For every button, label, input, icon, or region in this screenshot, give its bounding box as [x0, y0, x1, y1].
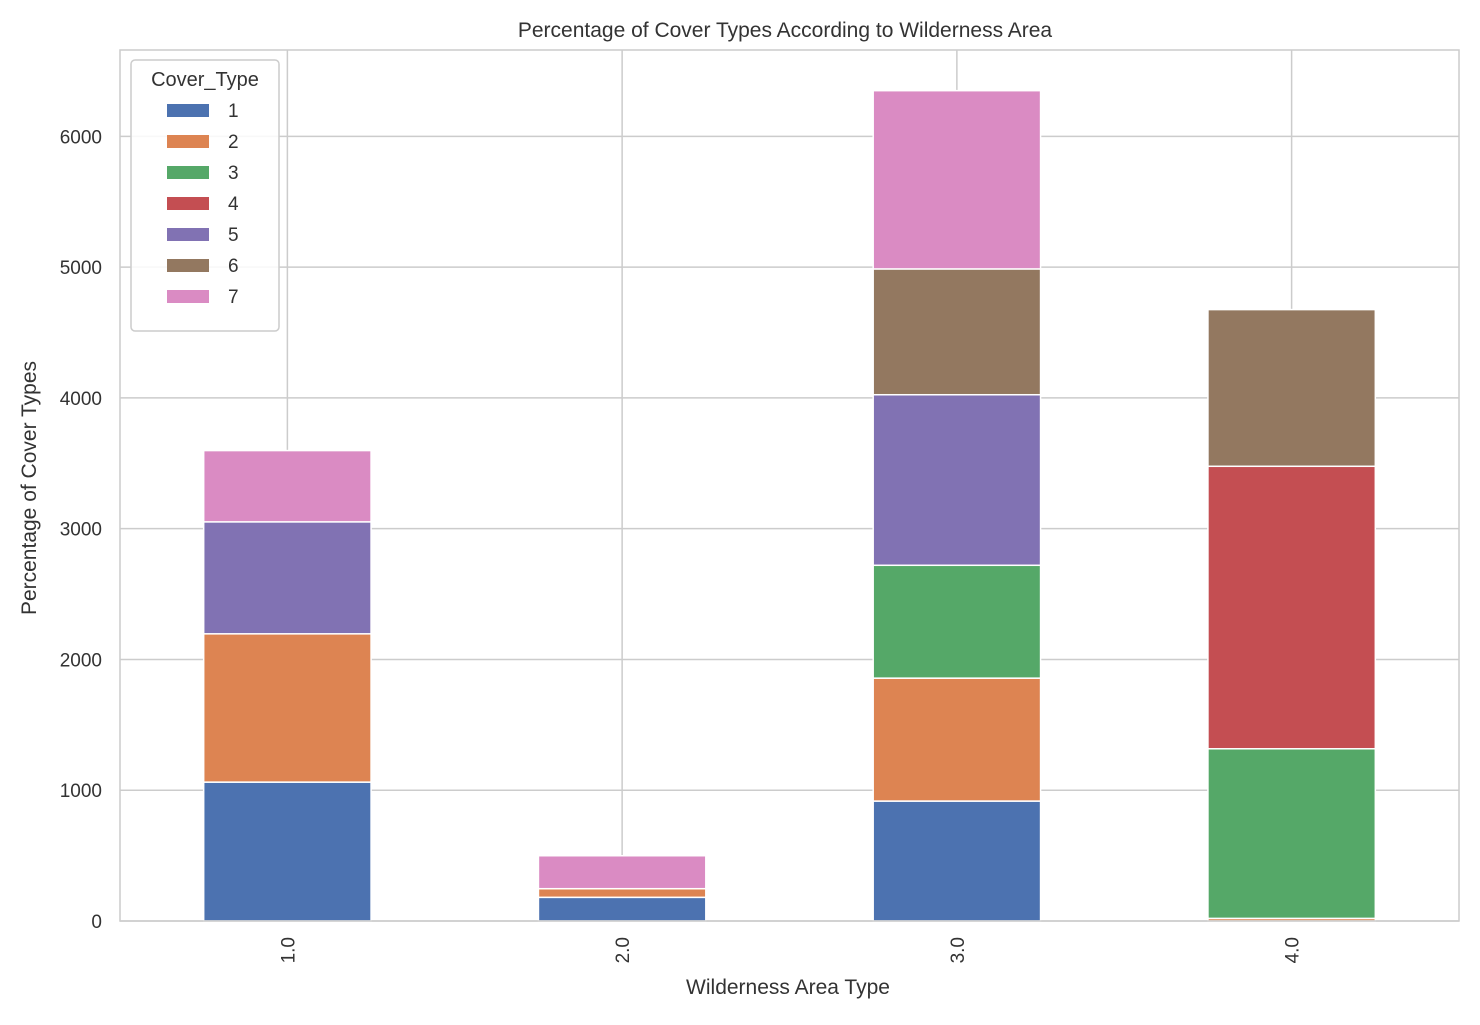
y-tick-label: 3000: [60, 520, 102, 541]
legend-label: 5: [228, 225, 239, 246]
legend-swatch: [167, 166, 209, 179]
y-tick-label: 1000: [60, 781, 102, 802]
legend-label: 1: [228, 101, 239, 122]
legend-label: 4: [228, 194, 239, 215]
y-tick-label: 0: [91, 912, 102, 933]
legend-title: Cover_Type: [151, 69, 259, 91]
y-tick-labels: 0 1000 2000 3000 4000 5000 6000: [60, 127, 102, 933]
x-tick-label: 3.0: [948, 937, 969, 963]
bar-segment-type-6: [1207, 308, 1377, 468]
bar-segment-type-2: [202, 633, 372, 783]
bar-segment-type-1: [537, 896, 707, 922]
x-tick-labels: 1.0 2.0 3.0 4.0: [278, 937, 1303, 963]
legend-swatch: [167, 104, 209, 117]
bar-segment-type-5: [202, 521, 372, 635]
legend-swatch: [167, 228, 209, 241]
bar-segment-type-6: [872, 268, 1042, 396]
legend-swatch: [167, 259, 209, 272]
bar-segment-type-7: [872, 89, 1042, 270]
bar-segment-type-2: [872, 677, 1042, 802]
legend-items: 1 2 3 4 5 6 7: [167, 101, 239, 308]
legend-label: 3: [228, 163, 239, 184]
bar-segment-type-3: [872, 564, 1042, 679]
bar-segment-type-7: [202, 449, 372, 523]
legend-label: 2: [228, 132, 239, 153]
bar-segment-type-3: [1207, 748, 1377, 920]
bars: [202, 89, 1377, 922]
bar-segment-type-5: [872, 393, 1042, 567]
chart-title: Percentage of Cover Types According to W…: [518, 19, 1053, 42]
y-tick-label: 2000: [60, 650, 102, 671]
bar-segment-type-2: [537, 887, 707, 899]
legend-swatch: [167, 135, 209, 148]
legend-label: 7: [228, 287, 239, 308]
x-tick-label: 2.0: [613, 937, 634, 963]
y-tick-label: 6000: [60, 127, 102, 148]
bar-segment-type-1: [202, 781, 372, 922]
legend-label: 6: [228, 256, 239, 277]
y-tick-label: 5000: [60, 258, 102, 279]
y-axis-label: Percentage of Cover Types: [18, 361, 41, 615]
x-tick-label: 1.0: [278, 937, 299, 963]
legend-swatch: [167, 197, 209, 210]
y-tick-label: 4000: [60, 389, 102, 410]
legend: Cover_Type 1 2 3 4 5 6 7: [130, 59, 280, 332]
legend-swatch: [167, 290, 209, 303]
bar-segment-type-4: [1207, 465, 1377, 750]
bar-segment-type-1: [872, 800, 1042, 922]
x-axis-label: Wilderness Area Type: [686, 976, 890, 999]
x-tick-label: 4.0: [1283, 937, 1304, 963]
bar-segment-type-7: [537, 854, 707, 890]
plot-frame: [119, 49, 1460, 922]
